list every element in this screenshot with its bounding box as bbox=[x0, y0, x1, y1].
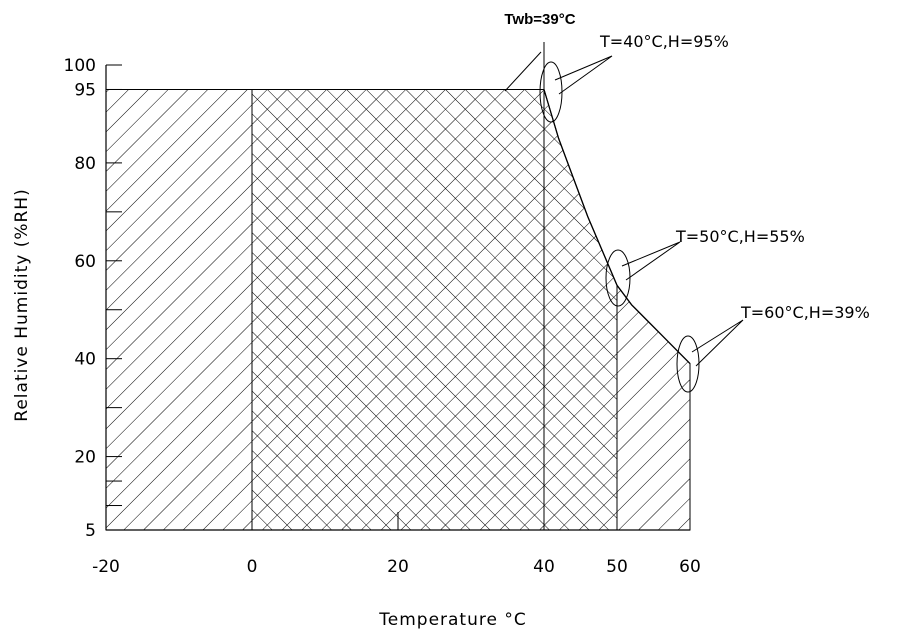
callout-50c-label: T=50°C,H=55% bbox=[675, 227, 805, 246]
y-tick-label: 100 bbox=[64, 56, 96, 76]
boundary-curve bbox=[543, 89, 691, 365]
y-tick-label: 20 bbox=[74, 448, 96, 468]
y-tick-label: 60 bbox=[74, 252, 96, 272]
x-axis-ticks: -20 0 20 40 50 60 bbox=[92, 557, 701, 577]
callout-40c-pointer bbox=[554, 55, 613, 95]
y-tick-label: 80 bbox=[74, 154, 96, 174]
twb-leader bbox=[504, 51, 542, 92]
annotations: Twb=39°C T=40°C,H=95% T=50°C,H=55% T=60°C,H… bbox=[504, 11, 870, 393]
x-tick-label: 0 bbox=[247, 557, 258, 577]
plot-frame bbox=[105, 42, 690, 531]
region-right-single-hatch bbox=[616, 283, 691, 531]
y-axis-ticks: 5 20 40 60 80 95 100 bbox=[64, 56, 122, 541]
x-tick-label: -20 bbox=[92, 557, 120, 577]
y-tick-label: 5 bbox=[85, 521, 96, 541]
callout-60c-label: T=60°C,H=39% bbox=[740, 303, 870, 322]
x-tick-label: 60 bbox=[679, 557, 701, 577]
y-tick-label: 40 bbox=[74, 350, 96, 370]
callout-40c-label: T=40°C,H=95% bbox=[599, 32, 729, 51]
region-center-cross-hatch bbox=[251, 88, 618, 531]
twb-label: Twb=39°C bbox=[504, 11, 575, 28]
x-tick-label: 40 bbox=[533, 557, 555, 577]
callout-60c-ellipse bbox=[676, 335, 700, 393]
y-axis-title: Relative Humidity (%RH) bbox=[12, 188, 32, 421]
x-axis-title: Temperature °C bbox=[378, 610, 526, 630]
callout-60c-pointer bbox=[691, 319, 744, 367]
callout-50c-pointer bbox=[621, 241, 681, 281]
region-left-single-hatch bbox=[105, 88, 253, 531]
y-tick-label: 95 bbox=[74, 80, 96, 100]
callout-50c-ellipse bbox=[605, 249, 631, 307]
x-tick-label: 20 bbox=[387, 557, 409, 577]
hatched-regions bbox=[105, 88, 691, 531]
x-tick-label: 50 bbox=[606, 557, 628, 577]
